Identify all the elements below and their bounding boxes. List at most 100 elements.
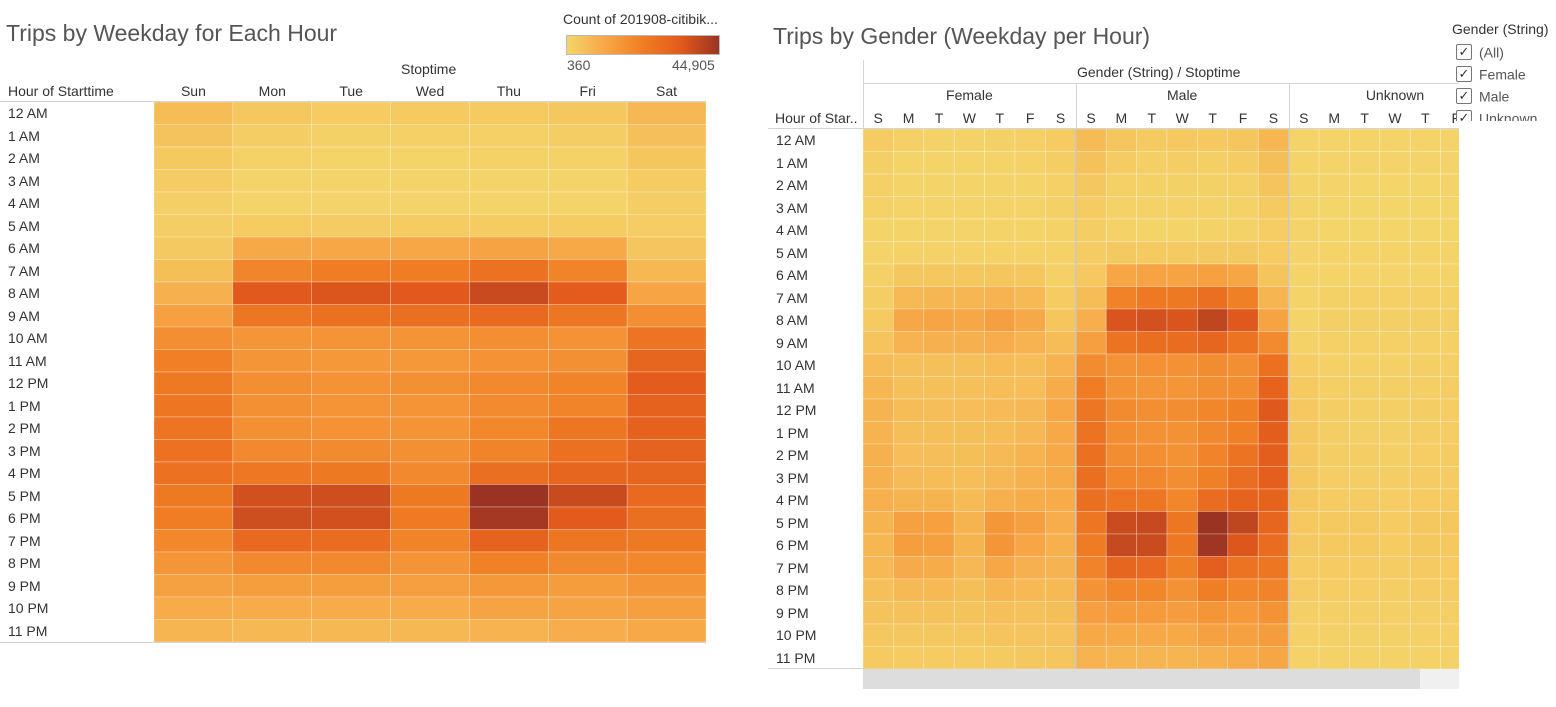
heat2-cell-unknown-8-1[interactable] [1318, 308, 1350, 332]
heat2-cell-male-15-5[interactable] [1227, 466, 1259, 490]
checkbox-icon[interactable]: ✓ [1456, 88, 1472, 105]
heat2-cell-unknown-15-1[interactable] [1318, 466, 1350, 490]
heat1-cell-12am-fri[interactable] [547, 102, 628, 125]
heat2-cell-unknown-20-4[interactable] [1409, 578, 1441, 602]
heat2-cell-male-7-0[interactable] [1075, 286, 1107, 310]
heat2-cell-male-13-2[interactable] [1136, 421, 1168, 445]
heat2-cell-female-16-2[interactable] [923, 488, 955, 512]
heat2-cell-male-7-3[interactable] [1166, 286, 1198, 310]
checkbox-icon[interactable]: ✓ [1456, 66, 1472, 83]
checkbox-icon[interactable]: ✓ [1456, 44, 1472, 61]
heat2-cell-male-8-3[interactable] [1166, 308, 1198, 332]
heat1-cell-4am-tue[interactable] [311, 191, 391, 215]
heat2-cell-unknown-20-1[interactable] [1318, 578, 1350, 602]
heat2-cell-female-13-2[interactable] [923, 421, 955, 445]
heat2-cell-unknown-22-2[interactable] [1349, 623, 1381, 647]
heat1-cell-9pm-tue[interactable] [311, 574, 391, 598]
heat1-cell-12pm-sat[interactable] [626, 371, 706, 395]
heat2-cell-male-11-1[interactable] [1105, 376, 1137, 400]
heat1-cell-9pm-sun[interactable] [154, 574, 234, 598]
heat2-cell-male-10-0[interactable] [1075, 353, 1107, 377]
heat2-cell-male-22-0[interactable] [1075, 623, 1107, 647]
heat1-cell-1am-sat[interactable] [626, 124, 706, 148]
heat2-cell-male-3-5[interactable] [1227, 196, 1259, 220]
heat1-cell-12am-tue[interactable] [311, 102, 391, 125]
heat2-cell-unknown-7-1[interactable] [1318, 286, 1350, 310]
heat2-cell-female-11-0[interactable] [863, 376, 894, 400]
heat1-cell-9am-sat[interactable] [626, 304, 706, 328]
heat2-cell-unknown-4-5[interactable] [1440, 218, 1459, 242]
heat2-cell-female-0-3[interactable] [953, 129, 985, 152]
heat2-cell-unknown-17-3[interactable] [1379, 511, 1411, 535]
heat2-cell-male-19-0[interactable] [1075, 556, 1107, 580]
heat2-cell-female-3-0[interactable] [863, 196, 894, 220]
heat1-cell-1pm-wed[interactable] [390, 394, 470, 418]
heat1-cell-6am-mon[interactable] [232, 236, 313, 260]
heat2-cell-female-16-4[interactable] [984, 488, 1016, 512]
heat2-cell-female-13-4[interactable] [984, 421, 1016, 445]
heat1-cell-7pm-mon[interactable] [232, 529, 313, 553]
heat2-cell-unknown-11-0[interactable] [1288, 376, 1320, 400]
heat2-cell-unknown-16-3[interactable] [1379, 488, 1411, 512]
heat2-cell-male-18-2[interactable] [1136, 533, 1168, 557]
heat2-cell-female-17-4[interactable] [984, 511, 1016, 535]
heat2-cell-male-23-0[interactable] [1075, 646, 1107, 670]
heat2-cell-female-9-2[interactable] [923, 331, 955, 355]
heat1-cell-4pm-mon[interactable] [232, 461, 313, 485]
heat2-cell-unknown-0-0[interactable] [1288, 129, 1320, 152]
heat1-cell-4am-fri[interactable] [547, 191, 628, 215]
heat1-cell-1pm-fri[interactable] [547, 394, 628, 418]
heat1-cell-11am-thu[interactable] [469, 349, 549, 373]
heat2-cell-female-14-1[interactable] [893, 443, 925, 467]
heat2-cell-female-0-6[interactable] [1045, 129, 1077, 152]
heat2-cell-female-7-5[interactable] [1014, 286, 1046, 310]
heat2-cell-unknown-3-4[interactable] [1409, 196, 1441, 220]
heat2-cell-female-8-0[interactable] [863, 308, 894, 332]
heat1-cell-6am-tue[interactable] [311, 236, 391, 260]
heat2-cell-male-16-1[interactable] [1105, 488, 1137, 512]
heat1-cell-4am-sat[interactable] [626, 191, 706, 215]
heat2-cell-female-2-1[interactable] [893, 173, 925, 197]
heat1-cell-2pm-thu[interactable] [469, 416, 549, 440]
heat2-cell-female-21-3[interactable] [953, 601, 985, 625]
heat1-cell-7am-sat[interactable] [626, 259, 706, 283]
heat2-cell-female-2-2[interactable] [923, 173, 955, 197]
heat2-cell-male-12-4[interactable] [1197, 398, 1229, 422]
heat2-cell-female-0-2[interactable] [923, 129, 955, 152]
heat1-cell-7am-fri[interactable] [547, 259, 628, 283]
heat2-cell-male-6-3[interactable] [1166, 263, 1198, 287]
heat1-cell-7am-mon[interactable] [232, 259, 313, 283]
heat2-cell-male-12-1[interactable] [1105, 398, 1137, 422]
heat2-cell-male-14-0[interactable] [1075, 443, 1107, 467]
heat1-cell-10pm-sun[interactable] [154, 596, 234, 620]
heat1-cell-5am-sun[interactable] [154, 214, 234, 238]
heat1-cell-1pm-thu[interactable] [469, 394, 549, 418]
heat2-cell-unknown-13-5[interactable] [1440, 421, 1459, 445]
heat1-cell-4pm-tue[interactable] [311, 461, 391, 485]
heat1-cell-8am-fri[interactable] [547, 281, 628, 305]
heat2-cell-unknown-3-1[interactable] [1318, 196, 1350, 220]
heat2-cell-unknown-5-4[interactable] [1409, 241, 1441, 265]
heat2-cell-male-21-3[interactable] [1166, 601, 1198, 625]
heat2-cell-male-13-1[interactable] [1105, 421, 1137, 445]
heat1-cell-2am-fri[interactable] [547, 146, 628, 170]
heat2-cell-male-11-2[interactable] [1136, 376, 1168, 400]
heat2-cell-unknown-15-4[interactable] [1409, 466, 1441, 490]
heat2-cell-female-6-5[interactable] [1014, 263, 1046, 287]
heat2-cell-male-2-2[interactable] [1136, 173, 1168, 197]
heat2-cell-male-0-0[interactable] [1075, 129, 1107, 152]
heat2-cell-male-23-6[interactable] [1257, 646, 1289, 670]
heat2-cell-male-7-2[interactable] [1136, 286, 1168, 310]
heat2-cell-male-0-1[interactable] [1105, 129, 1137, 152]
heat2-cell-female-18-4[interactable] [984, 533, 1016, 557]
heat2-cell-unknown-6-2[interactable] [1349, 263, 1381, 287]
heat2-cell-unknown-13-3[interactable] [1379, 421, 1411, 445]
heat2-cell-male-4-4[interactable] [1197, 218, 1229, 242]
heat2-cell-unknown-6-5[interactable] [1440, 263, 1459, 287]
heat2-cell-female-2-4[interactable] [984, 173, 1016, 197]
heat2-cell-female-8-4[interactable] [984, 308, 1016, 332]
heat2-cell-female-7-0[interactable] [863, 286, 894, 310]
heat2-cell-unknown-21-3[interactable] [1379, 601, 1411, 625]
heat2-cell-unknown-8-5[interactable] [1440, 308, 1459, 332]
heat2-cell-unknown-4-0[interactable] [1288, 218, 1320, 242]
